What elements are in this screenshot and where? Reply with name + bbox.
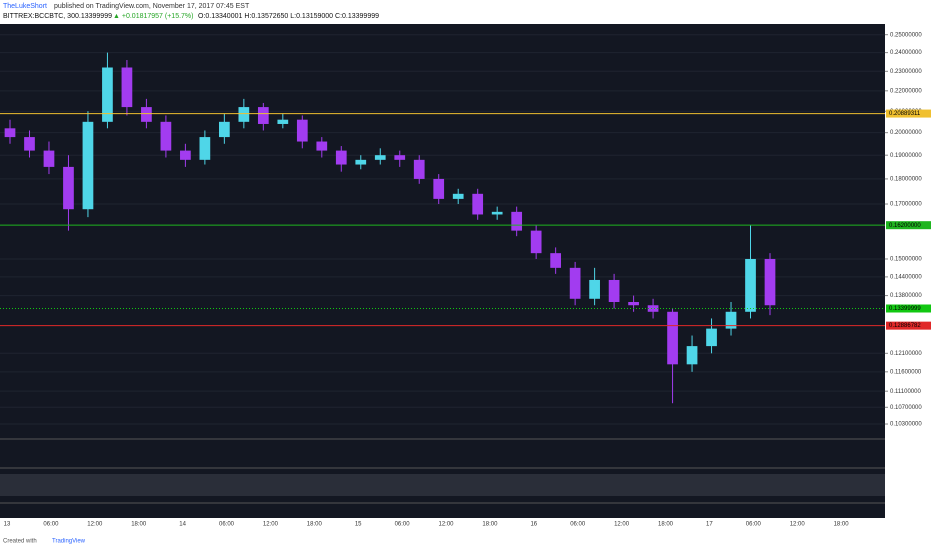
candle-body <box>63 166 74 210</box>
candle-body <box>277 119 289 124</box>
y-tick-label: 0.19000000 <box>890 153 922 159</box>
x-tick-label: 18:00 <box>658 522 674 528</box>
candle-body <box>24 137 35 151</box>
x-tick-label: 13 <box>4 522 11 528</box>
level-line-tag <box>886 321 931 330</box>
oscillator-band <box>0 474 885 496</box>
x-tick-label: 17 <box>706 522 713 528</box>
y-tick-label: 0.23000000 <box>890 69 922 75</box>
footer-created: Created with <box>3 539 37 545</box>
candle-body <box>355 159 367 165</box>
level-line-label: 0.20889311 <box>889 111 921 117</box>
x-tick-label: 12:00 <box>614 522 630 528</box>
y-tick-label: 0.11600000 <box>890 369 922 375</box>
y-tick-label: 0.10700000 <box>890 405 922 411</box>
y-tick-label: 0.20000000 <box>890 130 922 136</box>
x-tick-label: 06:00 <box>219 522 235 528</box>
candle-body <box>199 137 211 160</box>
ohlc: O:0.13340001 H:0.13572650 L:0.13159000 C… <box>198 13 379 20</box>
candle-body <box>219 121 230 138</box>
symbol: BITTREX:BCCBTC, 30 <box>3 13 75 20</box>
candle-body <box>102 67 113 122</box>
candle-body <box>43 150 55 167</box>
y-tick-label: 0.15000000 <box>890 257 922 263</box>
candle-body <box>160 121 172 151</box>
candle-body <box>511 211 523 231</box>
level-line-label: 0.16200000 <box>889 223 921 229</box>
x-tick-label: 06:00 <box>746 522 762 528</box>
x-tick-label: 14 <box>179 522 186 528</box>
candle-body <box>745 258 756 312</box>
candle-body <box>394 155 406 160</box>
candle-body <box>491 211 503 215</box>
candle-body <box>374 155 386 160</box>
candle-body <box>628 301 639 306</box>
candle-body <box>141 107 152 122</box>
candle-body <box>180 150 191 160</box>
candle-body <box>257 107 269 124</box>
candle-body <box>589 279 600 299</box>
price-axis-bg <box>885 24 932 530</box>
candle-body <box>238 107 250 122</box>
level-line-label: 0.12886782 <box>889 323 921 329</box>
candle-body <box>82 121 94 210</box>
candle-body <box>550 253 561 268</box>
candle-body <box>686 346 698 365</box>
candle-body <box>706 328 717 347</box>
candle-body <box>472 193 484 215</box>
footer-brand: TradingView <box>52 539 86 545</box>
candle-body <box>764 258 776 306</box>
y-tick-label: 0.25000000 <box>890 32 922 38</box>
y-tick-label: 0.13800000 <box>890 293 922 299</box>
published: published on TradingView.com, November 1… <box>54 3 250 10</box>
x-tick-label: 18:00 <box>482 522 498 528</box>
x-tick-label: 06:00 <box>43 522 59 528</box>
candle-body <box>433 178 445 199</box>
x-tick-label: 18:00 <box>131 522 147 528</box>
y-tick-label: 0.10300000 <box>890 422 922 428</box>
candle-body <box>4 128 16 138</box>
candle-body <box>335 150 347 165</box>
candle-body <box>316 141 328 151</box>
x-tick-label: 16 <box>530 522 537 528</box>
candle-body <box>296 119 308 142</box>
candle-body <box>530 230 542 254</box>
level-line-tag <box>886 221 931 230</box>
x-tick-label: 12:00 <box>438 522 454 528</box>
candle-body <box>725 311 737 329</box>
current-price-label: 0.13399999 <box>889 306 921 312</box>
last: 0.13399999 <box>75 13 112 20</box>
level-line-tag <box>886 109 931 118</box>
x-tick-label: 06:00 <box>570 522 586 528</box>
publisher: TheLukeShort <box>3 3 47 10</box>
y-tick-label: 0.22000000 <box>890 88 922 94</box>
candle-body <box>121 67 133 108</box>
candle-body <box>452 193 464 199</box>
current-price-tag <box>886 304 931 313</box>
y-tick-label: 0.17000000 <box>890 202 922 208</box>
change: ▲ +0.01817957 (+15.7%) <box>113 13 194 20</box>
candle-body <box>667 311 678 365</box>
x-tick-label: 06:00 <box>395 522 411 528</box>
x-tick-label: 18:00 <box>307 522 323 528</box>
candle-body <box>413 159 425 179</box>
y-tick-label: 0.18000000 <box>890 177 922 183</box>
y-tick-label: 0.24000000 <box>890 50 922 56</box>
y-tick-label: 0.14400000 <box>890 274 922 280</box>
candle-body <box>608 279 620 302</box>
y-tick-label: 0.11100000 <box>890 389 921 395</box>
x-tick-label: 12:00 <box>87 522 103 528</box>
time-axis-bg <box>0 518 885 530</box>
x-tick-label: 15 <box>355 522 362 528</box>
x-tick-label: 12:00 <box>790 522 806 528</box>
x-tick-label: 18:00 <box>834 522 850 528</box>
candle-body <box>647 305 659 312</box>
x-tick-label: 12:00 <box>263 522 279 528</box>
y-tick-label: 0.12100000 <box>890 351 922 357</box>
candle-body <box>569 267 581 299</box>
